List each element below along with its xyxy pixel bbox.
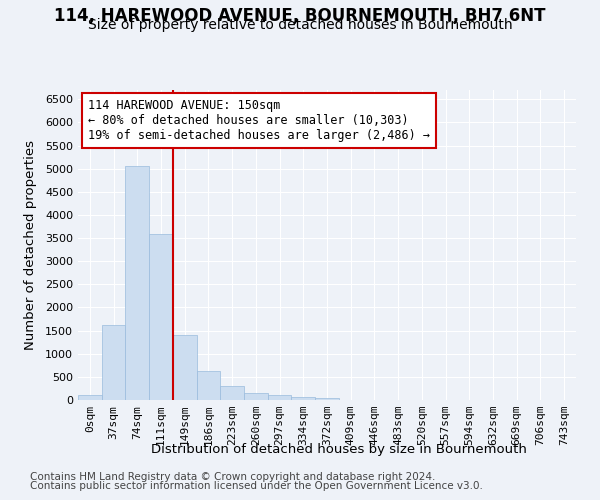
Bar (197, 372, 220, 400)
Text: 114, HAREWOOD AVENUE, BOURNEMOUTH, BH7 6NT: 114, HAREWOOD AVENUE, BOURNEMOUTH, BH7 6… (54, 8, 546, 26)
Text: Size of property relative to detached houses in Bournemouth: Size of property relative to detached ho… (88, 18, 512, 32)
Text: Contains public sector information licensed under the Open Government Licence v3: Contains public sector information licen… (30, 481, 483, 491)
Bar (315, 398, 339, 400)
Text: Contains HM Land Registry data © Crown copyright and database right 2024.: Contains HM Land Registry data © Crown c… (30, 472, 436, 482)
Bar (173, 335, 197, 400)
Bar (292, 397, 315, 400)
Bar (125, 166, 149, 400)
Bar (149, 234, 173, 400)
Bar (268, 395, 292, 400)
Text: 114 HAREWOOD AVENUE: 150sqm
← 80% of detached houses are smaller (10,303)
19% of: 114 HAREWOOD AVENUE: 150sqm ← 80% of det… (88, 100, 430, 142)
Text: Distribution of detached houses by size in Bournemouth: Distribution of detached houses by size … (151, 442, 527, 456)
Bar (220, 386, 244, 400)
Bar (244, 393, 268, 400)
Bar (102, 325, 125, 400)
Bar (78, 396, 102, 400)
Y-axis label: Number of detached properties: Number of detached properties (23, 140, 37, 350)
